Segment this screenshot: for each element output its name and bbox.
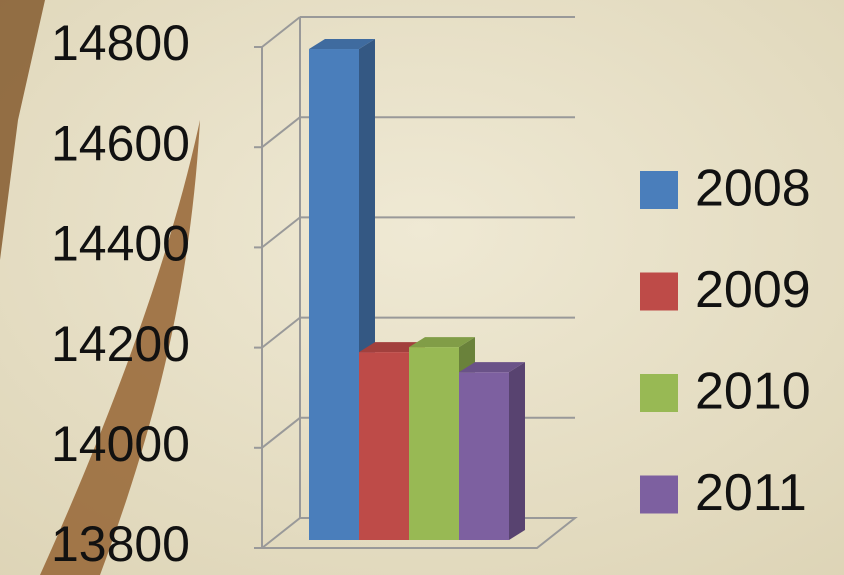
bar-side <box>509 362 525 540</box>
y-tick-label: 14000 <box>51 416 190 472</box>
decor-stripe <box>0 0 45 260</box>
bar-top <box>459 362 525 373</box>
y-tick-label: 14400 <box>51 216 190 272</box>
bars <box>309 39 525 541</box>
y-tick-label: 14600 <box>51 115 190 171</box>
bar <box>359 352 409 540</box>
grid-line <box>261 16 301 48</box>
legend-label: 2011 <box>695 464 807 522</box>
legend: 2008 2009 2010 2011 <box>640 160 811 522</box>
bar-top <box>409 337 475 348</box>
grid-line <box>261 417 301 449</box>
y-tick-label: 14200 <box>51 316 190 372</box>
legend-label: 2008 <box>695 160 811 218</box>
legend-label: 2010 <box>695 363 811 421</box>
bar <box>409 347 459 540</box>
bar <box>309 49 359 541</box>
grid-line <box>261 316 301 349</box>
y-tick-label: 14800 <box>51 15 190 71</box>
legend-swatch <box>640 475 678 514</box>
bar-top <box>359 342 425 353</box>
decor-stripe <box>40 120 200 575</box>
y-tick-label: 13800 <box>51 516 190 572</box>
legend-swatch <box>640 272 678 311</box>
legend-swatch <box>640 171 678 209</box>
legend-label: 2009 <box>695 261 811 319</box>
grid-line <box>261 216 301 249</box>
legend-swatch <box>640 374 678 412</box>
grid-line <box>261 116 301 148</box>
bar-top <box>309 39 375 50</box>
floor <box>259 517 578 549</box>
bar <box>459 372 509 540</box>
